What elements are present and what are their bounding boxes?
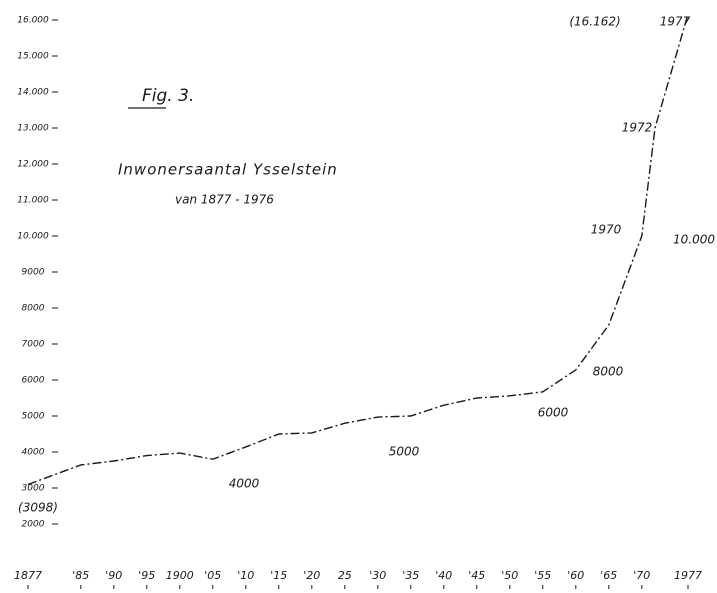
chart-caption: van 1877 - 1976 [175, 193, 274, 207]
chart: Fig. 3. Inwonersaantal Ysselstein van 18… [0, 0, 717, 593]
annotation: 6000 [538, 406, 569, 420]
y-tick-label: 3000 [22, 484, 45, 494]
y-tick-label: 13.000 [17, 124, 49, 134]
x-tick-label: '60 [567, 569, 584, 582]
annotation: 4000 [229, 477, 260, 491]
annotation: 1972 [622, 121, 653, 135]
y-tick-label: 10.000 [17, 232, 49, 242]
x-tick-label: '40 [435, 569, 452, 582]
y-tick-label: 15.000 [17, 52, 49, 62]
y-tick-label: 16.000 [17, 16, 49, 26]
data-line [28, 14, 688, 484]
annotation: (3098) [18, 501, 58, 515]
annotation: (16.162) [569, 15, 620, 29]
x-tick-label: '65 [600, 569, 617, 582]
x-tick-label: '85 [72, 569, 89, 582]
x-tick-label: '45 [468, 569, 485, 582]
x-tick-label: 25 [338, 569, 352, 582]
annotation: 5000 [389, 445, 420, 459]
x-tick-label: 1977 [674, 569, 702, 582]
chart-subtitle: Inwonersaantal Ysselstein [118, 161, 338, 179]
y-tick-label: 8000 [22, 304, 45, 314]
x-tick-label: 1877 [14, 569, 42, 582]
x-tick-label: '50 [501, 569, 518, 582]
y-tick-label: 12.000 [17, 160, 49, 170]
annotation: 10.000 [673, 233, 715, 247]
y-tick-label: 7000 [22, 340, 45, 350]
x-tick-label: '55 [534, 569, 551, 582]
x-tick-label: '35 [402, 569, 419, 582]
y-tick-label: 6000 [22, 376, 45, 386]
x-tick-label: '15 [270, 569, 287, 582]
y-tick-label: 9000 [22, 268, 45, 278]
x-tick-label: '10 [237, 569, 254, 582]
annotation: 8000 [593, 365, 624, 379]
annotation: 1977 [660, 15, 691, 29]
y-tick-label: 4000 [22, 448, 45, 458]
x-tick-label: '70 [633, 569, 650, 582]
x-tick-label: '95 [138, 569, 155, 582]
chart-title: Fig. 3. [142, 86, 194, 106]
x-tick-label: '20 [303, 569, 320, 582]
x-tick-label: '30 [369, 569, 386, 582]
x-tick-label: '05 [204, 569, 221, 582]
y-tick-label: 2000 [22, 520, 45, 530]
x-tick-label: 1900 [166, 569, 194, 582]
annotation: 1970 [591, 223, 622, 237]
y-tick-label: 11.000 [17, 196, 49, 206]
x-tick-label: '90 [105, 569, 122, 582]
y-tick-label: 14.000 [17, 88, 49, 98]
y-tick-label: 5000 [22, 412, 45, 422]
